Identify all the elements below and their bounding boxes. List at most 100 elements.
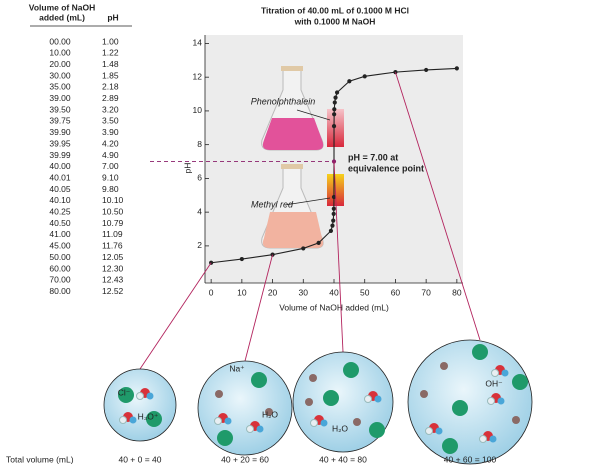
y-tick-label: 2	[197, 240, 202, 250]
ion	[309, 374, 317, 382]
x-tick-label: 10	[237, 287, 247, 297]
ion	[512, 374, 528, 390]
table-cell: 50.00	[49, 252, 71, 262]
atom	[246, 425, 254, 433]
table-header: added (mL)	[39, 12, 85, 22]
species-label: OH⁻	[485, 378, 503, 388]
illustrations: 40 + 0 = 40 40 + 20 = 60 40 + 40 = 80 40 + …	[103, 71, 533, 465]
data-point	[332, 107, 337, 112]
x-tick-label: 30	[299, 287, 309, 297]
table-cell: 12.43	[102, 275, 124, 285]
table-cell: 2.18	[102, 82, 119, 92]
table-cell: 60.00	[49, 263, 71, 273]
atom	[136, 392, 144, 400]
data-point	[331, 211, 336, 216]
atom	[119, 416, 127, 424]
table-cell: 39.95	[49, 138, 71, 148]
species-label: H₃O⁺	[138, 411, 159, 421]
table-cell: 45.00	[49, 241, 71, 251]
plot: Phenolphthalein Methyl red pH = 7.00 at …	[150, 35, 463, 297]
table-cell: 40.01	[49, 172, 71, 182]
total-volume: 40 + 60 = 100	[444, 454, 497, 464]
x-tick-label: 40	[329, 287, 339, 297]
ion	[215, 390, 223, 398]
table-cell: 3.90	[102, 127, 119, 137]
table-cell: 4.20	[102, 138, 119, 148]
species-label: H₂O	[332, 423, 348, 433]
ion	[512, 416, 520, 424]
table-cell: 40.10	[49, 195, 71, 205]
y-tick-label: 10	[193, 105, 203, 115]
data-point	[331, 218, 336, 223]
ion	[265, 408, 273, 416]
y-tick-label: 12	[193, 71, 203, 81]
data-point	[270, 252, 275, 257]
flask-phenolphthalein	[261, 66, 324, 151]
data-point	[424, 67, 429, 73]
atom	[364, 395, 372, 403]
table-cell: 12.05	[102, 252, 124, 262]
x-tick-label: 20	[268, 287, 278, 297]
ion	[323, 390, 339, 406]
table-header: Volume of NaOH	[29, 2, 95, 12]
table-cell: 40.00	[49, 161, 71, 171]
data-point	[239, 256, 244, 262]
atom	[501, 369, 509, 377]
x-tick-label: 50	[360, 287, 370, 297]
x-tick-label: 60	[391, 287, 401, 297]
atom	[491, 369, 499, 377]
atom	[214, 417, 222, 425]
table-cell: 40.50	[49, 218, 71, 228]
ion	[452, 400, 468, 416]
pointer	[296, 109, 331, 121]
annotation: equivalence point	[348, 163, 424, 173]
table-cell: 1.85	[102, 70, 119, 80]
table-cell: 30.00	[49, 70, 71, 80]
table-cell: 41.00	[49, 229, 71, 239]
flask-methyl-red	[261, 164, 324, 249]
table-cell: 2.89	[102, 93, 119, 103]
table-cell: 70.00	[49, 275, 71, 285]
ion	[217, 430, 233, 446]
atom	[487, 397, 495, 405]
table-cell: 35.00	[49, 82, 71, 92]
chart-subtitle: with 0.1000 M NaOH	[294, 16, 376, 26]
chart-title: Titration of 40.00 mL of 0.1000 M HCl	[261, 5, 409, 15]
data-point	[316, 240, 321, 245]
data-point	[362, 74, 367, 79]
annotation: pH = 7.00 at	[348, 152, 398, 162]
atom	[435, 427, 443, 435]
table-cell: 4.90	[102, 150, 119, 160]
data-point	[332, 112, 337, 117]
total-volume: 40 + 0 = 40	[118, 454, 161, 464]
table-cell: 7.00	[102, 161, 119, 171]
table-cell: 40.25	[49, 207, 71, 217]
y-axis-label: pH	[182, 163, 192, 174]
total-volume: 40 + 40 = 80	[319, 454, 367, 464]
table-cell: 39.50	[49, 104, 71, 114]
link-line	[394, 71, 481, 341]
ion	[251, 372, 267, 388]
solution-bubble	[103, 368, 177, 442]
ion	[472, 344, 488, 360]
table-cell: 1.22	[102, 48, 119, 58]
table-cell: 80.00	[49, 286, 71, 296]
atom	[374, 395, 382, 403]
atom	[320, 419, 328, 427]
data-point	[333, 95, 338, 100]
atom	[224, 417, 232, 425]
x-tick-label: 0	[209, 287, 214, 297]
y-tick-label: 8	[197, 139, 202, 149]
x-axis-label: Volume of NaOH added (mL)	[279, 302, 389, 312]
data-point	[347, 79, 352, 84]
y-tick-label: 4	[197, 206, 202, 216]
species-label: Na⁺	[229, 363, 245, 373]
table-cell: 9.80	[102, 184, 119, 194]
atom	[489, 435, 497, 443]
atom	[129, 416, 137, 424]
species-label: Cl⁻	[118, 387, 131, 397]
row-label: Total volume (mL)	[6, 454, 74, 464]
annotation: Methyl red	[251, 199, 294, 209]
